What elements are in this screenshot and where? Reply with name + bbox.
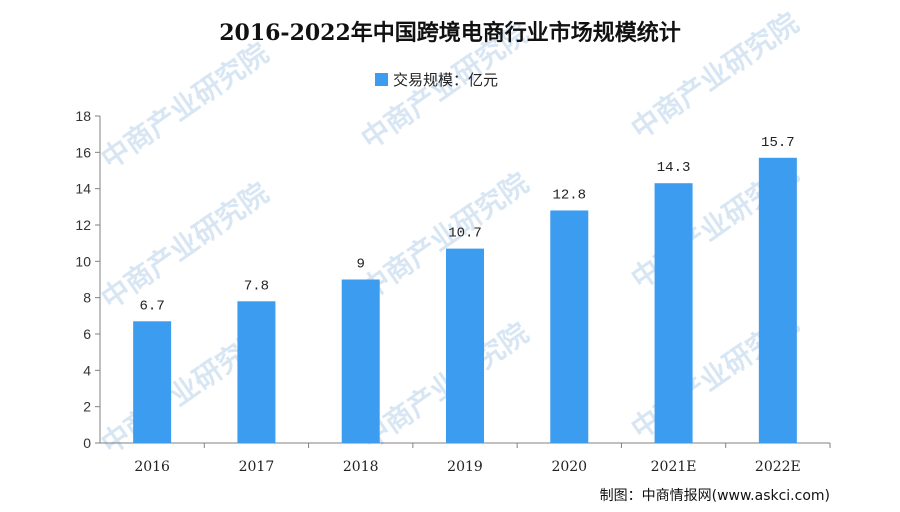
data-label: 10.7 — [448, 226, 482, 242]
category-labels: 2016 2017 2018 2019 2020 2021E 2022E — [134, 443, 831, 475]
y-tick-label: 18 — [75, 108, 91, 124]
data-label: 6.7 — [140, 298, 165, 314]
x-tick-label: 2020 — [551, 459, 587, 475]
y-tick-label: 12 — [75, 217, 91, 233]
y-tick-label: 6 — [83, 326, 91, 342]
y-tick-label: 14 — [75, 181, 91, 197]
y-tick-label: 2 — [83, 399, 91, 415]
legend-label: 交易规模：亿元 — [393, 71, 498, 89]
bar-2019 — [446, 248, 484, 443]
x-tick-label: 2022E — [755, 459, 801, 475]
bar-2022E — [758, 157, 797, 444]
bar-2017 — [237, 301, 276, 443]
x-tick-label: 2019 — [447, 459, 483, 475]
watermark-text: 中商产业研究院 — [355, 316, 534, 455]
data-label: 14.3 — [657, 160, 691, 176]
data-label: 7.8 — [244, 278, 269, 294]
watermark-text: 中商产业研究院 — [355, 166, 534, 305]
y-tick-label: 8 — [83, 290, 91, 306]
bar-2021E — [654, 183, 693, 443]
x-tick-label: 2018 — [343, 459, 379, 475]
x-tick-label: 2016 — [134, 459, 170, 475]
watermark-text: 中商产业研究院 — [95, 36, 274, 175]
bar-2018 — [341, 279, 380, 443]
y-tick-label: 10 — [75, 253, 91, 269]
legend-swatch — [375, 73, 388, 86]
watermark-text: 中商产业研究院 — [95, 176, 274, 315]
chart-title: 2016-2022年中国跨境电商行业市场规模统计 — [219, 20, 681, 46]
y-tick-label: 0 — [83, 435, 91, 451]
source-note: 制图：中商情报网(www.askci.com) — [600, 488, 830, 504]
bar-2016 — [133, 321, 172, 443]
data-label: 9 — [357, 257, 365, 273]
y-tick-label: 16 — [75, 144, 91, 160]
x-tick-label: 2017 — [239, 459, 275, 475]
data-label: 12.8 — [552, 187, 586, 203]
bars — [133, 157, 797, 444]
bar-2020 — [550, 210, 589, 443]
legend: 交易规模：亿元 — [375, 71, 498, 89]
y-tick-label: 4 — [83, 362, 91, 378]
data-label: 15.7 — [761, 135, 795, 151]
x-tick-label: 2021E — [651, 459, 697, 475]
data-labels: 6.7 7.8 9 10.7 12.8 14.3 15.7 — [140, 135, 795, 314]
